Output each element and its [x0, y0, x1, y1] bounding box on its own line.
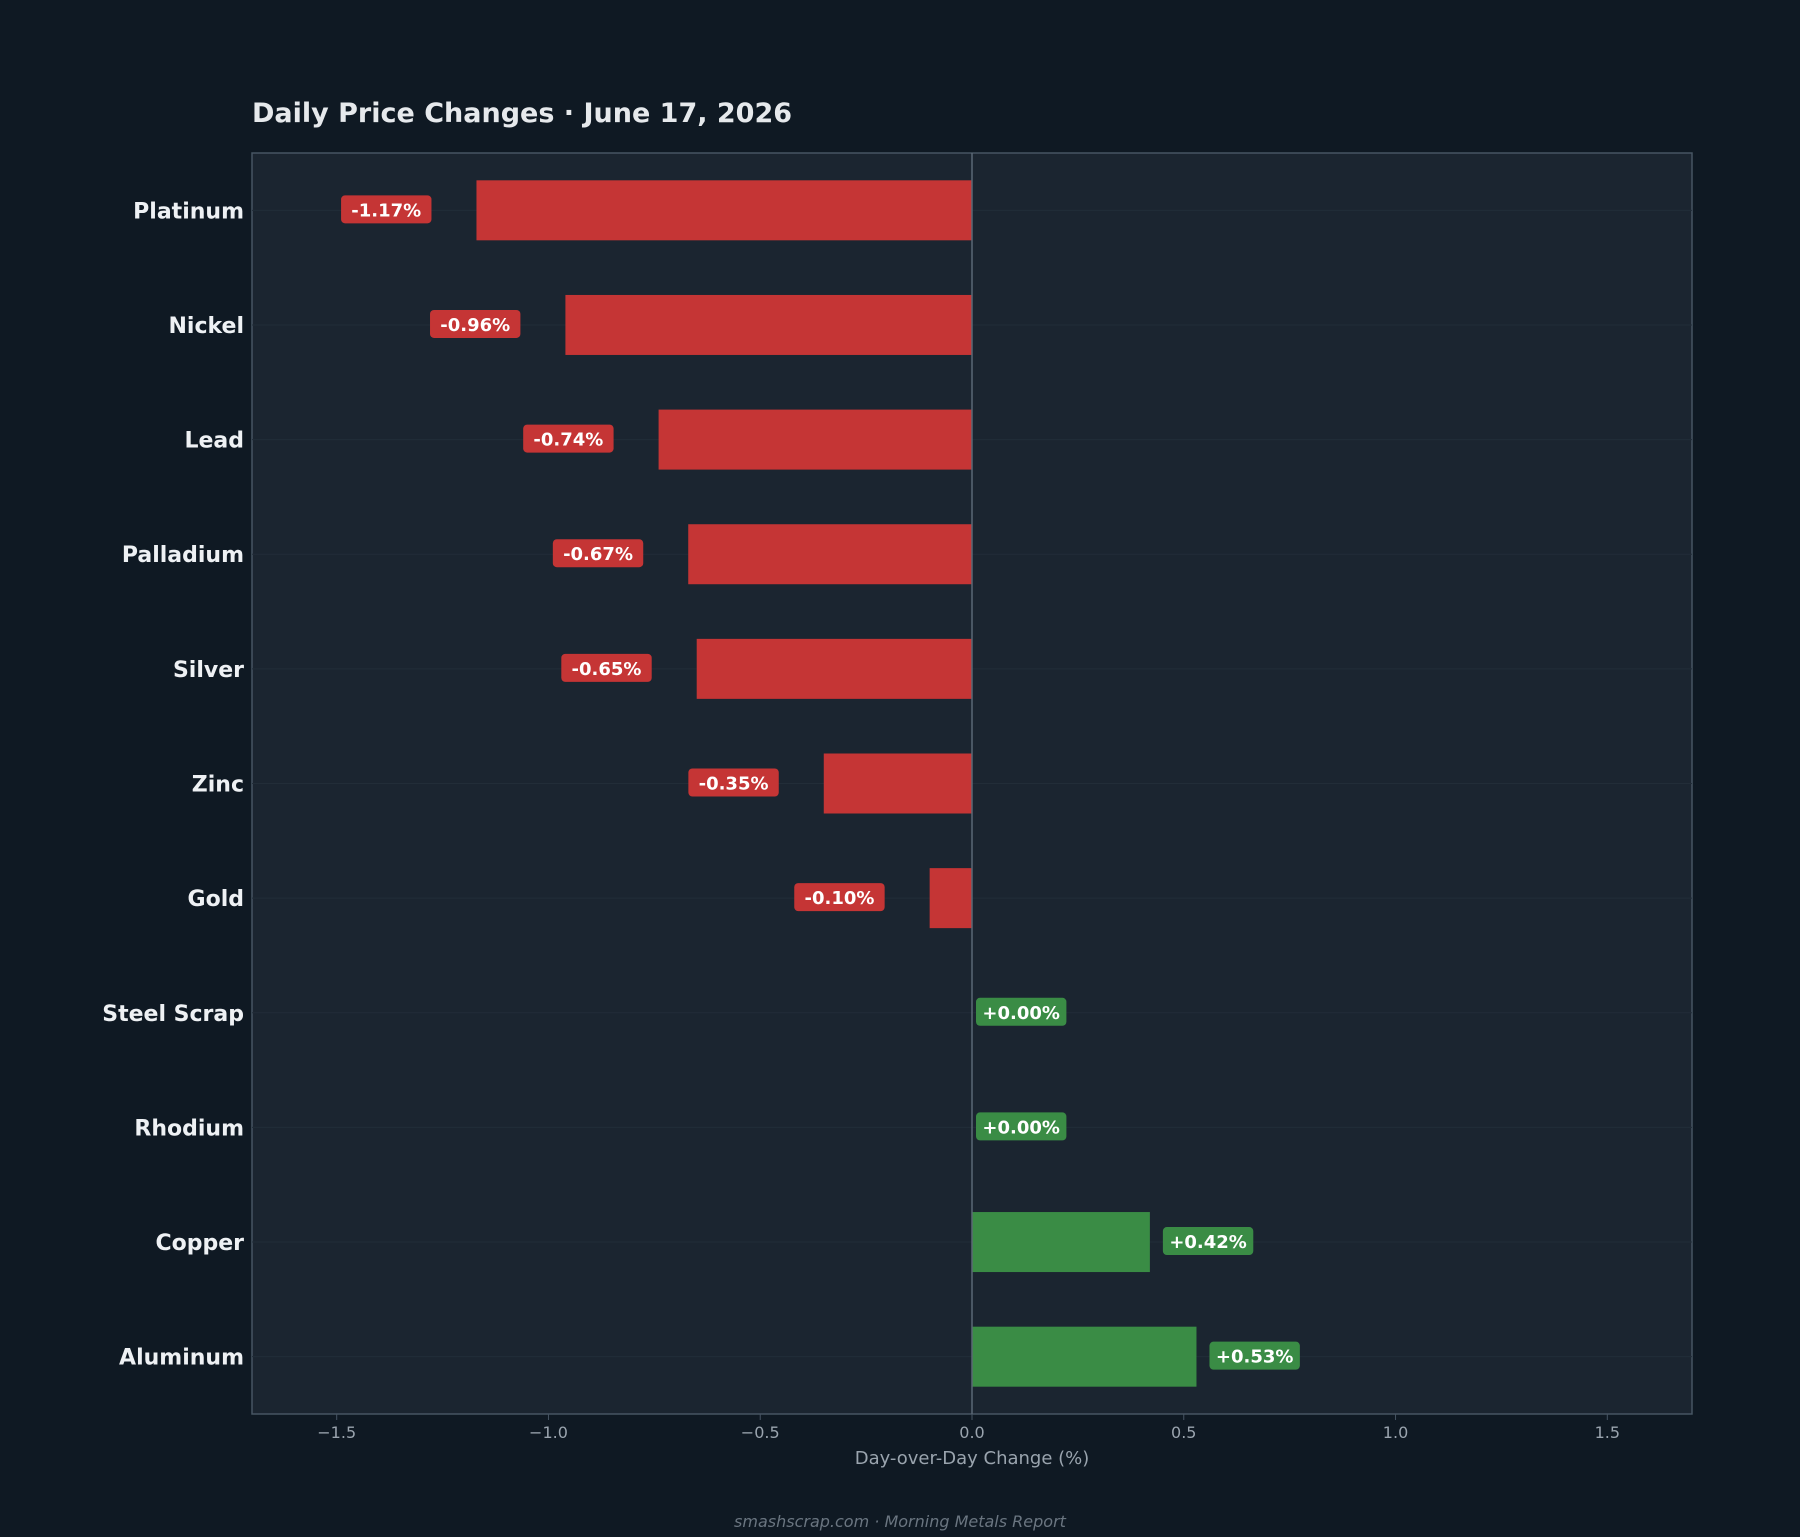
bar-lead — [658, 409, 972, 470]
chart-title: Daily Price Changes · June 17, 2026 — [252, 98, 792, 129]
bar-copper — [972, 1212, 1150, 1273]
category-label: Palladium — [122, 543, 244, 568]
data-label-text: -1.17% — [351, 200, 421, 221]
bar-platinum — [476, 180, 972, 241]
category-label: Platinum — [133, 199, 244, 224]
data-label-badge — [341, 195, 432, 224]
x-axis-label: Day-over-Day Change (%) — [855, 1448, 1090, 1469]
x-tick-label: 0.5 — [1171, 1423, 1196, 1442]
category-label: Aluminum — [119, 1346, 244, 1371]
data-label-badge — [1209, 1341, 1300, 1370]
x-tick-label: −1.0 — [529, 1423, 568, 1442]
data-label: +0.00% — [976, 1112, 1067, 1141]
bars-group — [476, 180, 1197, 1387]
footer-credit: smashscrap.com · Morning Metals Report — [734, 1512, 1067, 1531]
data-label-badge — [688, 768, 779, 797]
x-tick-label: −0.5 — [741, 1423, 780, 1442]
data-label-badge — [523, 424, 614, 453]
data-label: -0.10% — [794, 883, 885, 912]
data-label-badge — [976, 1112, 1067, 1141]
data-labels-group: -1.17% -0.96% -0.74% -0.67% -0.65% -0.35% -0.1… — [341, 195, 1300, 1370]
data-label-text: -0.96% — [440, 315, 510, 336]
data-label: +0.42% — [1162, 1227, 1254, 1256]
data-label-text: -0.65% — [572, 659, 642, 680]
bar-nickel — [565, 294, 972, 355]
data-label-text: +0.42% — [1169, 1232, 1247, 1253]
x-tick-label: −1.5 — [317, 1423, 356, 1442]
data-label-text: +0.53% — [1216, 1347, 1294, 1368]
x-tick-label: 0.0 — [959, 1423, 984, 1442]
bar-aluminum — [972, 1326, 1197, 1387]
data-label: -0.74% — [523, 424, 614, 453]
data-label: +0.00% — [976, 997, 1067, 1026]
data-label-text: +0.00% — [982, 1117, 1060, 1138]
x-tick-label: 1.0 — [1383, 1423, 1408, 1442]
category-label: Gold — [188, 887, 244, 912]
category-labels-group: Platinum Nickel Lead Palladium Silver Zinc Gol… — [102, 199, 244, 1370]
data-label-text: -0.74% — [533, 430, 603, 451]
data-label: -0.65% — [561, 653, 652, 682]
bar-zinc — [823, 753, 972, 814]
data-label-badge — [561, 653, 652, 682]
data-label-text: -0.35% — [699, 774, 769, 795]
data-label-badge — [976, 997, 1067, 1026]
category-label: Lead — [184, 429, 244, 454]
data-label-badge — [552, 539, 644, 568]
data-label-text: -0.67% — [563, 544, 633, 565]
x-tick-labels-group: −1.5 −1.0 −0.5 0.0 0.5 1.0 1.5 — [317, 1414, 1620, 1442]
data-label: -0.96% — [430, 309, 521, 338]
category-label: Nickel — [169, 314, 245, 339]
bar-palladium — [688, 524, 972, 585]
category-label: Steel Scrap — [102, 1002, 244, 1027]
data-label: -1.17% — [341, 195, 432, 224]
category-label: Rhodium — [134, 1116, 244, 1141]
data-label-badge — [1162, 1227, 1254, 1256]
data-label: +0.53% — [1209, 1341, 1300, 1370]
data-label: -0.67% — [552, 539, 644, 568]
category-label: Silver — [173, 658, 244, 683]
data-label: -0.35% — [688, 768, 779, 797]
data-label-text: +0.00% — [982, 1003, 1060, 1024]
data-label-text: -0.10% — [804, 888, 874, 909]
data-label-badge — [430, 309, 521, 338]
x-tick-label: 1.5 — [1595, 1423, 1620, 1442]
bar-silver — [696, 638, 972, 699]
category-label: Copper — [155, 1231, 244, 1256]
data-label-badge — [794, 883, 885, 912]
bar-gold — [929, 868, 972, 929]
category-label: Zinc — [192, 773, 244, 798]
